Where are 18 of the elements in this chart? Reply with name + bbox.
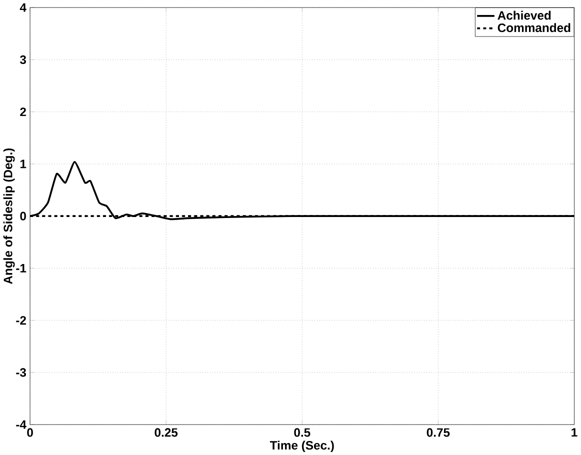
- legend-label: Achieved: [498, 10, 551, 20]
- x-axis-title: Time (Sec.): [270, 440, 334, 452]
- y-tick-label: 4: [20, 3, 26, 12]
- y-tick-label: -4: [16, 420, 26, 429]
- y-tick-label: 2: [20, 107, 26, 116]
- x-tick-label: 1: [572, 428, 578, 436]
- x-tick-label: 0: [27, 428, 33, 437]
- y-tick-label: 1: [20, 160, 26, 168]
- legend-label: Commanded: [498, 22, 570, 32]
- y-tick-label: -1: [16, 264, 26, 272]
- x-tick-label: 0.25: [154, 428, 178, 437]
- y-tick-label: 0: [20, 212, 26, 220]
- y-tick-label: -2: [16, 316, 26, 324]
- x-tick-label: 0.75: [426, 428, 450, 437]
- x-tick-label: 0.5: [294, 428, 310, 437]
- y-tick-label: -3: [16, 368, 26, 377]
- y-axis-title: Angle of Sideslip (Deg.): [3, 148, 15, 284]
- y-tick-label: 3: [20, 55, 26, 64]
